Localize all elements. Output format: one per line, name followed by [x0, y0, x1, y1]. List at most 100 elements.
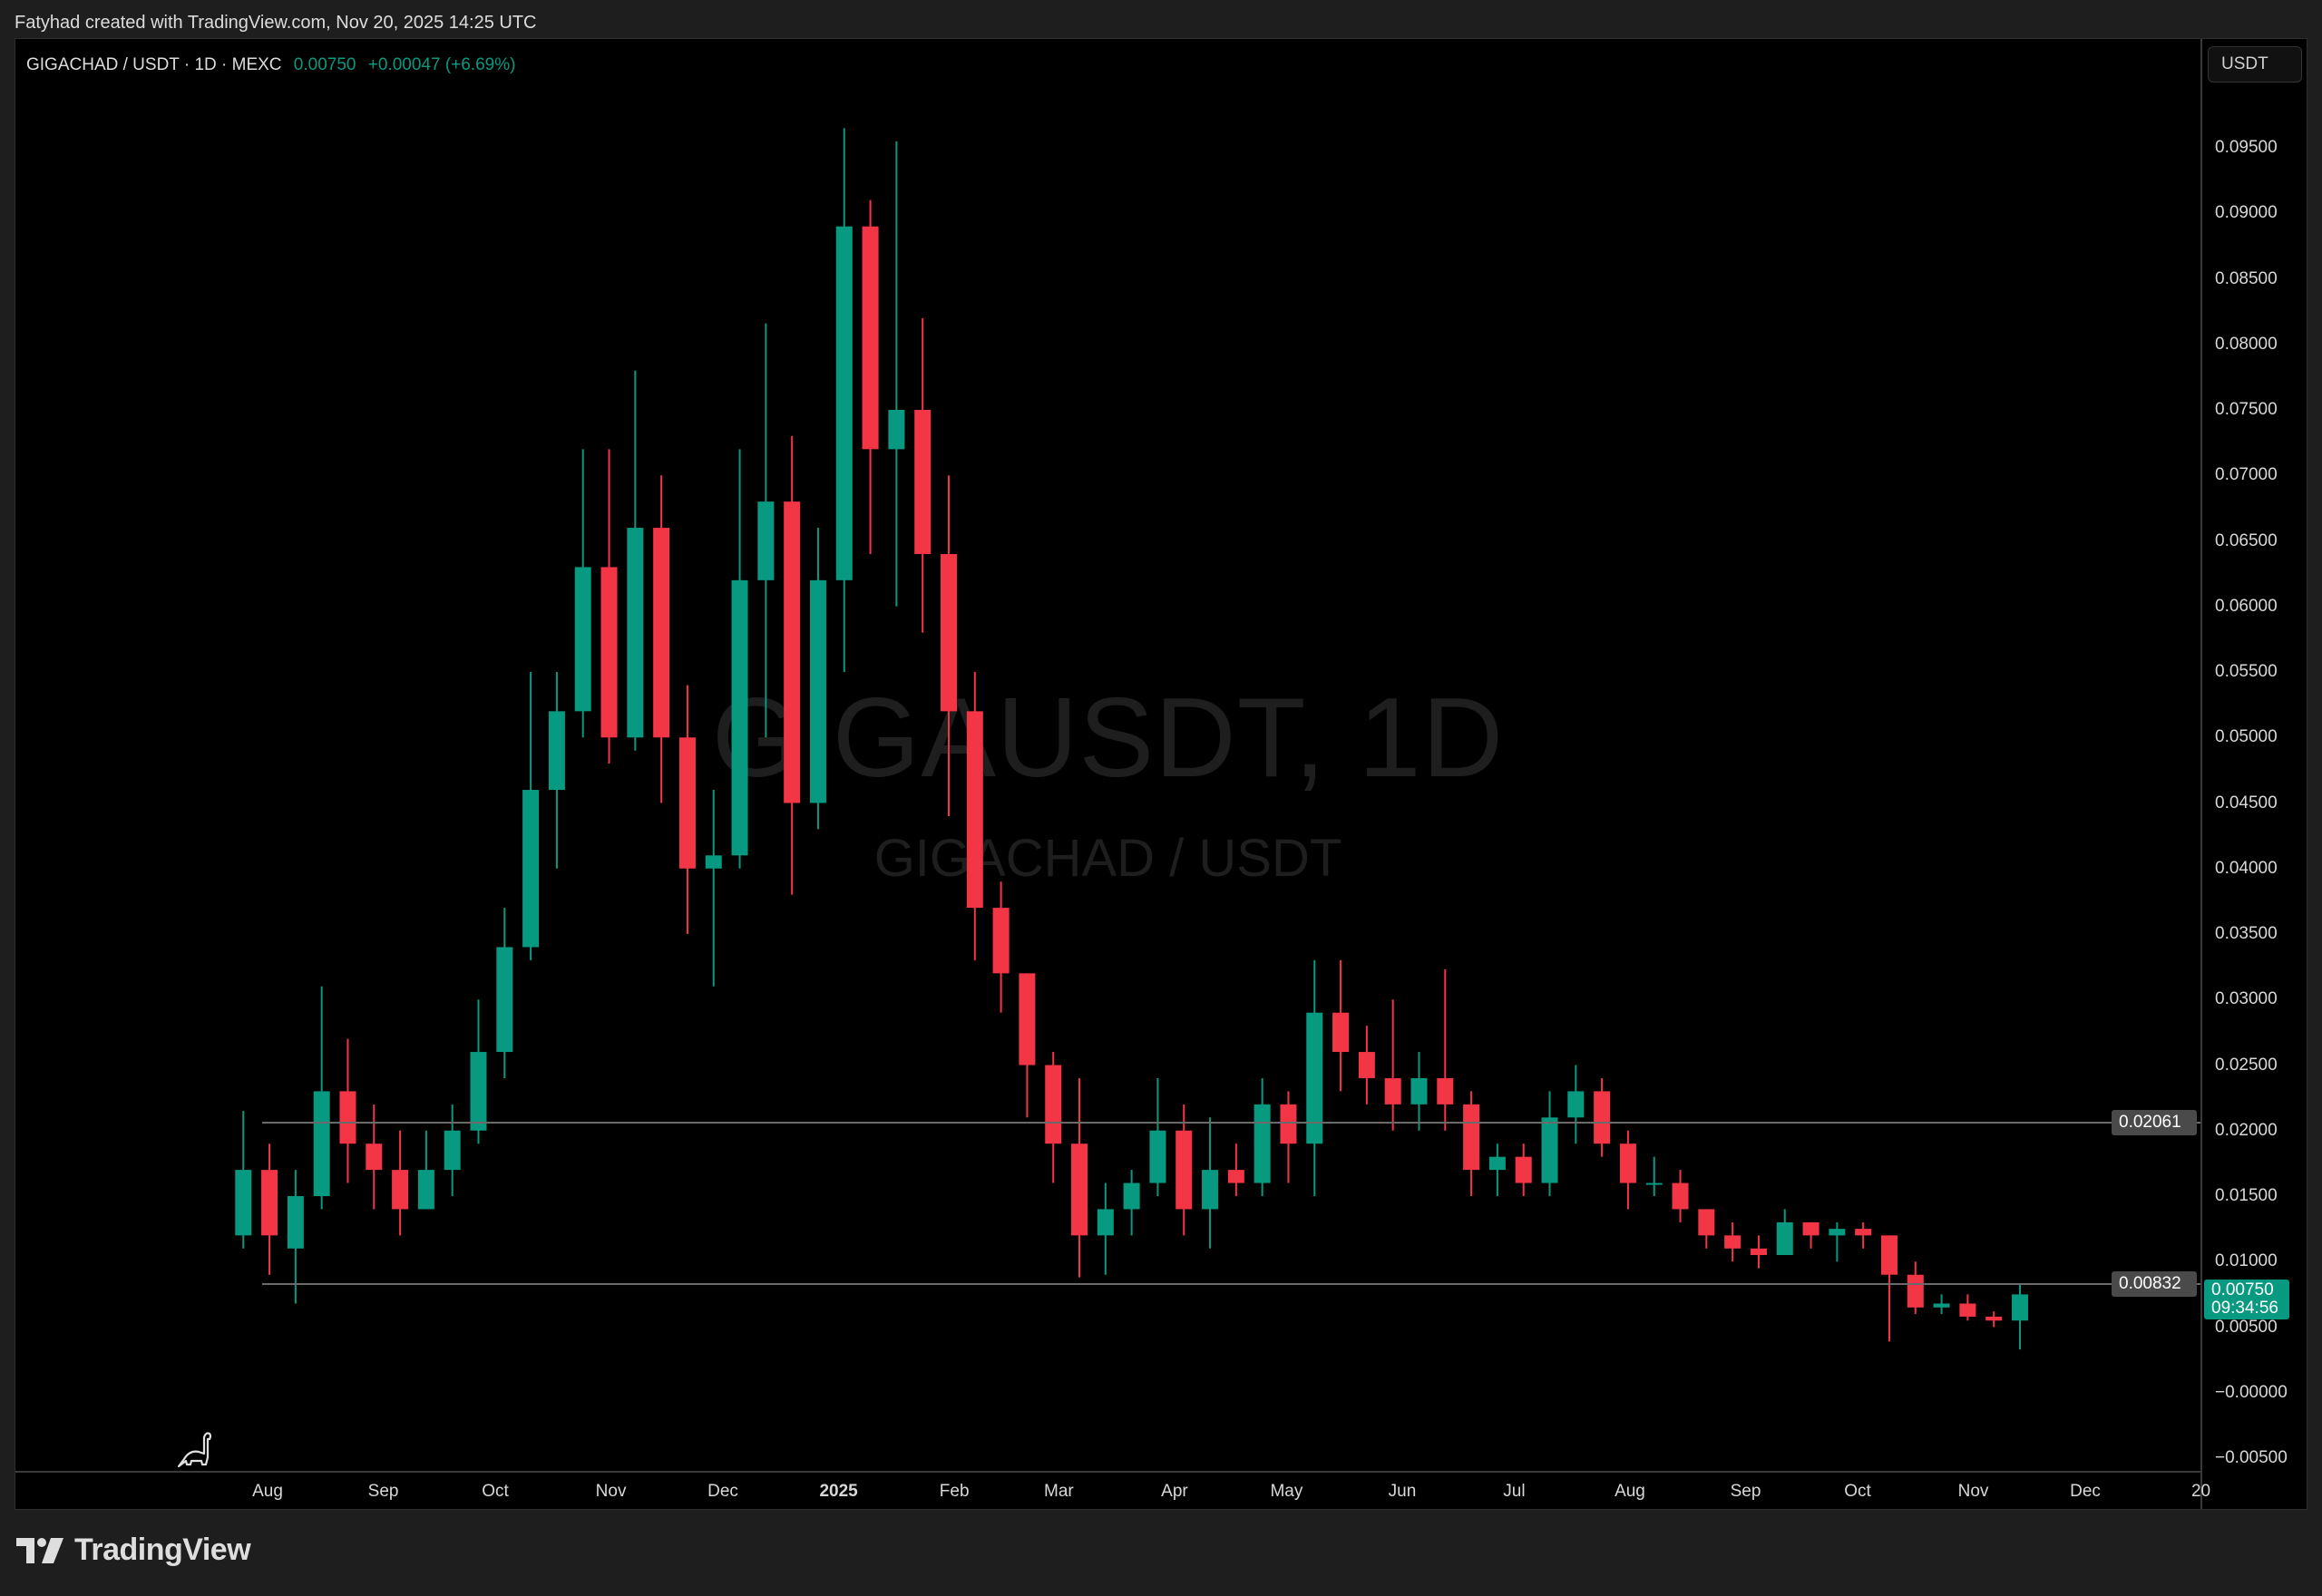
- price-tick-label: 0.09500: [2215, 138, 2278, 157]
- price-tick-label: 0.06000: [2215, 596, 2278, 616]
- candle-body: [1019, 973, 1036, 1066]
- price-tick-label: 0.09000: [2215, 203, 2278, 223]
- candle: [1594, 1077, 1611, 1157]
- candle-body: [757, 501, 775, 580]
- plot-area[interactable]: GIGAUSDT, 1D GIGACHAD / USDT GIGACHAD / …: [15, 39, 2200, 1471]
- price-tick-label: 0.08500: [2215, 268, 2278, 288]
- candle-body: [627, 528, 644, 738]
- price-tick-label: −0.00500: [2215, 1448, 2288, 1467]
- candle-body: [862, 226, 879, 450]
- candle-body: [1541, 1117, 1558, 1183]
- time-tick-label: Dec: [707, 1482, 738, 1501]
- candle-body: [1698, 1209, 1715, 1236]
- candle-body: [1829, 1229, 1846, 1236]
- candle-body: [1855, 1229, 1872, 1236]
- candle: [1332, 959, 1350, 1092]
- price-tick-label: 0.00500: [2215, 1317, 2278, 1337]
- candle: [1254, 1077, 1271, 1196]
- candle: [1463, 1091, 1480, 1196]
- time-tick-label: Nov: [1957, 1482, 1989, 1501]
- candle-body: [1907, 1274, 1924, 1308]
- candle: [470, 999, 487, 1144]
- candle: [1698, 1209, 1715, 1249]
- price-tick-label: 0.04500: [2215, 793, 2278, 813]
- candle-body: [522, 790, 540, 948]
- candle: [235, 1111, 252, 1249]
- candle-body: [992, 908, 1010, 974]
- candle: [496, 908, 513, 1078]
- candle-body: [1985, 1316, 2003, 1321]
- candle-body: [1202, 1170, 1219, 1210]
- candle: [287, 1170, 304, 1304]
- candle: [1802, 1221, 1820, 1249]
- candle-body: [1515, 1156, 1532, 1183]
- horizontal-level-line[interactable]: [262, 1121, 2200, 1124]
- candle-body: [339, 1091, 356, 1144]
- candle-body: [2011, 1294, 2028, 1321]
- candle-body: [1776, 1221, 1793, 1256]
- candle-body: [1384, 1077, 1401, 1105]
- candle: [417, 1130, 434, 1210]
- chart-panel: GIGAUSDT, 1D GIGACHAD / USDT GIGACHAD / …: [15, 38, 2307, 1510]
- candle: [888, 141, 905, 607]
- candle: [1880, 1235, 1898, 1342]
- candle: [1410, 1052, 1428, 1131]
- price-change: +0.00047 (+6.69%): [367, 55, 516, 74]
- candle: [1672, 1170, 1689, 1222]
- candle: [653, 475, 670, 803]
- candle: [784, 435, 801, 895]
- candle-body: [1724, 1235, 1742, 1249]
- candle-body: [888, 410, 905, 450]
- level-price-tag: 0.00832: [2112, 1270, 2197, 1297]
- candle: [548, 672, 565, 869]
- candle: [1019, 973, 1036, 1118]
- time-tick-label: Sep: [1730, 1482, 1761, 1501]
- candle: [705, 790, 722, 987]
- candle-body: [287, 1196, 304, 1249]
- candle-body: [1123, 1182, 1140, 1210]
- candle: [1488, 1143, 1506, 1196]
- candle: [1933, 1294, 1950, 1315]
- price-axis[interactable]: USDT 0.09500 0.09000 0.08500 0.08000 0.07500…: [2200, 39, 2307, 1509]
- candle: [914, 317, 932, 633]
- candle: [1829, 1221, 1846, 1262]
- candle-body: [366, 1143, 383, 1171]
- currency-button[interactable]: USDT: [2208, 46, 2302, 83]
- candle-body: [1750, 1248, 1767, 1256]
- candle-body: [1880, 1235, 1898, 1275]
- price-tick-label: 0.05500: [2215, 662, 2278, 681]
- candle-body: [1567, 1091, 1585, 1118]
- horizontal-level-line[interactable]: [262, 1282, 2200, 1285]
- candle: [1724, 1221, 1742, 1262]
- candle-body: [1672, 1182, 1689, 1210]
- candle-body: [496, 947, 513, 1053]
- candle: [627, 370, 644, 751]
- candle-body: [809, 579, 826, 803]
- candle-body: [417, 1170, 434, 1210]
- time-tick-label: Apr: [1161, 1482, 1188, 1501]
- time-axis[interactable]: Aug Sep Oct Nov Dec 2025 Feb Mar Apr May Jun Jul Aug…: [15, 1471, 2210, 1509]
- candle-body: [1045, 1065, 1062, 1144]
- candle: [2011, 1283, 2028, 1350]
- time-tick-label: Mar: [1044, 1482, 1074, 1501]
- candle: [392, 1130, 409, 1236]
- candle-body: [1933, 1303, 1950, 1308]
- candle-body: [940, 553, 957, 712]
- candle: [966, 672, 983, 960]
- candle-body: [1227, 1170, 1244, 1183]
- candle: [731, 449, 748, 869]
- candle: [313, 986, 330, 1210]
- candle-body: [600, 567, 618, 738]
- candle-body: [1488, 1156, 1506, 1171]
- time-tick-label: Dec: [2070, 1482, 2101, 1501]
- time-tick-label: Feb: [939, 1482, 970, 1501]
- time-tick-label: May: [1270, 1482, 1303, 1501]
- candle-body: [1176, 1130, 1193, 1210]
- tradingview-logo[interactable]: TradingView: [16, 1533, 251, 1568]
- candle-body: [1959, 1303, 1976, 1317]
- candle-body: [444, 1130, 461, 1171]
- time-tick-label: Nov: [595, 1482, 627, 1501]
- time-tick-label: Jul: [1503, 1482, 1526, 1501]
- price-tick-label: 0.03000: [2215, 989, 2278, 1009]
- time-tick-label: Aug: [252, 1482, 283, 1501]
